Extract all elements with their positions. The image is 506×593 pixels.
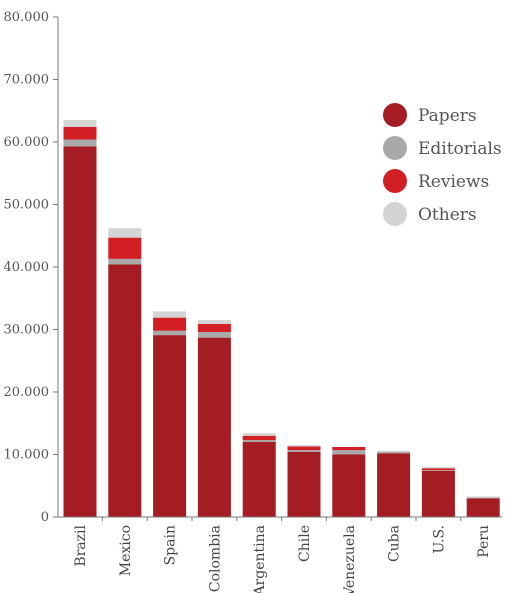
x-tick-label: Brazil bbox=[73, 524, 89, 566]
bar-argentina-papers bbox=[242, 442, 276, 517]
legend-label-others: Others bbox=[418, 205, 477, 225]
y-tick-label: 0 bbox=[41, 510, 49, 525]
x-axis: Brazil Mexico Spain Colombia Argentina Chile V… bbox=[58, 516, 502, 593]
x-tick-label: Cuba bbox=[387, 525, 403, 562]
bar-cuba-others bbox=[377, 450, 411, 452]
bar-colombia-reviews bbox=[197, 323, 231, 332]
bar-cuba-editorials bbox=[377, 452, 411, 454]
bar-spain-editorials bbox=[153, 330, 187, 336]
legend-swatch-others bbox=[383, 202, 407, 226]
bar-colombia-editorials bbox=[197, 332, 231, 338]
bar-argentina-others bbox=[242, 433, 276, 436]
bar-chile-editorials bbox=[287, 450, 321, 452]
bar-brazil-papers bbox=[63, 146, 97, 517]
y-tick-label: 10.000 bbox=[4, 448, 50, 463]
bar-brazil-others bbox=[63, 120, 97, 127]
x-tick-label: Spain bbox=[163, 525, 179, 565]
bar-brazil-editorials bbox=[63, 139, 97, 147]
y-axis: 0 10.000 20.000 30.000 40.000 50.000 60.000 70.… bbox=[4, 10, 59, 525]
bar-us-papers bbox=[421, 470, 455, 517]
y-tick-label: 60.000 bbox=[4, 135, 50, 150]
y-tick-label: 40.000 bbox=[4, 260, 50, 275]
bar-us-others bbox=[421, 467, 455, 469]
bar-mexico-papers bbox=[108, 264, 142, 517]
legend: Papers Editorials Reviews Others bbox=[383, 103, 502, 226]
x-tick-label: Peru bbox=[476, 525, 492, 558]
bar-chile-papers bbox=[287, 452, 321, 517]
bar-mexico-editorials bbox=[108, 258, 142, 265]
bar-spain-reviews bbox=[153, 317, 187, 331]
bar-argentina-reviews bbox=[242, 435, 276, 441]
legend-label-papers: Papers bbox=[418, 106, 477, 126]
legend-swatch-editorials bbox=[383, 136, 407, 160]
bar-us-editorials bbox=[421, 470, 455, 471]
bar-mexico-reviews bbox=[108, 237, 142, 259]
bar-venezuela-editorials bbox=[332, 450, 366, 455]
x-tick-label: U.S. bbox=[431, 525, 447, 554]
bar-chile-others bbox=[287, 445, 321, 447]
legend-swatch-papers bbox=[383, 103, 407, 127]
bar-argentina-editorials bbox=[242, 440, 276, 442]
bar-peru-editorials bbox=[466, 497, 500, 499]
x-tick-label: Colombia bbox=[207, 525, 223, 592]
bar-colombia-others bbox=[197, 320, 231, 324]
bar-colombia-papers bbox=[197, 337, 231, 517]
bars bbox=[63, 120, 500, 517]
bar-mexico-others bbox=[108, 228, 142, 238]
x-tick-label: Argentina bbox=[252, 525, 268, 593]
bar-cuba-papers bbox=[377, 453, 411, 517]
x-tick-label: Venezuela bbox=[342, 525, 358, 593]
bar-us-reviews bbox=[421, 468, 455, 471]
bar-peru-papers bbox=[466, 498, 500, 517]
y-tick-label: 50.000 bbox=[4, 198, 50, 213]
bar-peru-others bbox=[466, 496, 500, 498]
bar-brazil-reviews bbox=[63, 127, 97, 140]
legend-label-reviews: Reviews bbox=[418, 172, 489, 192]
bar-venezuela-papers bbox=[332, 454, 366, 517]
bar-spain-papers bbox=[153, 335, 187, 517]
legend-swatch-reviews bbox=[383, 169, 407, 193]
x-tick-label: Mexico bbox=[118, 525, 134, 576]
legend-label-editorials: Editorials bbox=[418, 139, 502, 159]
y-tick-label: 30.000 bbox=[4, 323, 50, 338]
x-tick-label: Chile bbox=[297, 525, 313, 562]
bar-spain-others bbox=[153, 311, 187, 318]
bar-venezuela-reviews bbox=[332, 447, 366, 451]
y-tick-label: 80.000 bbox=[4, 10, 50, 25]
y-tick-label: 20.000 bbox=[4, 385, 50, 400]
bar-chile-reviews bbox=[287, 446, 321, 451]
y-tick-label: 70.000 bbox=[4, 73, 50, 88]
